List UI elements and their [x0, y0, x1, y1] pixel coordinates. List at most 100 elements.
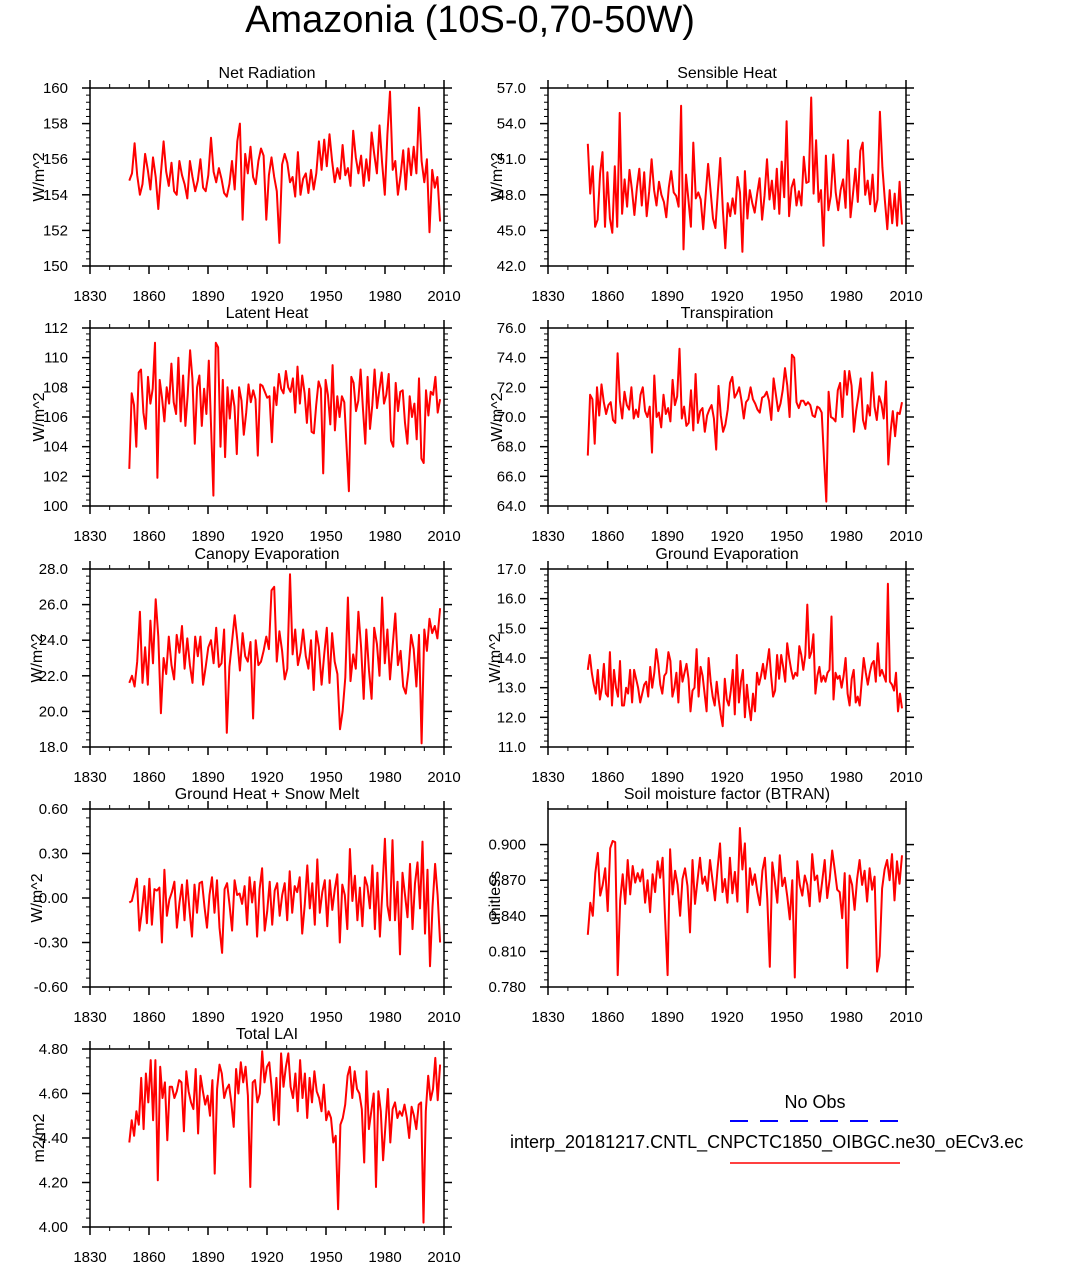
y-axis-label: W/m^2	[29, 633, 46, 682]
x-tick-label: 1920	[250, 769, 283, 786]
x-tick-label: 1860	[132, 769, 165, 786]
y-tick-label: 45.0	[497, 222, 526, 239]
x-tick-label: 1830	[73, 769, 106, 786]
y-tick-label: 17.0	[497, 561, 526, 578]
series-line	[586, 347, 903, 503]
x-tick-label: 1830	[73, 528, 106, 545]
x-tick-label: 1980	[368, 1249, 401, 1262]
y-tick-label: 18.0	[39, 739, 68, 756]
chart-panel: 1830 1860 1890 1920 1950 1980 2010 150 152 154 156…	[31, 65, 461, 305]
y-tick-label: 54.0	[497, 116, 526, 133]
y-tick-label: 14.0	[497, 650, 526, 667]
y-tick-label: -0.30	[34, 935, 68, 952]
y-tick-label: 0.30	[39, 846, 68, 863]
chart-panel: 1830 1860 1890 1920 1950 1980 2010 42.0 45.0 48.0…	[489, 65, 923, 305]
x-tick-label: 1830	[531, 1009, 564, 1026]
plot-frame	[547, 87, 907, 267]
y-tick-label: 102	[43, 468, 68, 485]
panel-title: Net Radiation	[219, 65, 316, 82]
x-tick-label: 1980	[830, 528, 863, 545]
y-axis-label: W/m^2	[31, 152, 48, 201]
y-tick-label: 152	[43, 222, 68, 239]
x-tick-label: 1950	[770, 288, 803, 305]
chart-panel: 1830 1860 1890 1920 1950 1980 2010 100 102 104 106…	[31, 305, 461, 545]
y-tick-label: 24.0	[39, 632, 68, 649]
x-tick-label: 1920	[710, 288, 743, 305]
x-tick-label: 2010	[427, 769, 460, 786]
y-tick-label: 4.40	[39, 1130, 68, 1147]
y-tick-label: 158	[43, 116, 68, 133]
series-line	[586, 582, 903, 728]
x-tick-label: 1920	[250, 1009, 283, 1026]
y-tick-label: 12.0	[497, 709, 526, 726]
x-tick-label: 1950	[770, 528, 803, 545]
x-tick-label: 1980	[830, 288, 863, 305]
x-tick-label: 1890	[191, 288, 224, 305]
x-tick-label: 2010	[427, 1249, 460, 1262]
y-tick-label: 48.0	[497, 187, 526, 204]
x-tick-label: 1950	[770, 1009, 803, 1026]
y-axis-label: m2/m2	[31, 1113, 48, 1162]
chart-panel: 1830 1860 1890 1920 1950 1980 2010 0.780 0.810 0.…	[487, 786, 923, 1026]
x-tick-label: 1860	[132, 1009, 165, 1026]
series-line	[128, 837, 442, 968]
y-tick-label: 106	[43, 409, 68, 426]
x-tick-label: 1830	[531, 769, 564, 786]
panel-title: Total LAI	[236, 1026, 298, 1043]
chart-panel: 1830 1860 1890 1920 1950 1980 2010 4.00 4.20 4.40…	[31, 1026, 461, 1262]
x-tick-label: 2010	[889, 769, 922, 786]
y-tick-label: 0.00	[39, 890, 68, 907]
y-tick-label: 68.0	[497, 439, 526, 456]
y-tick-label: 160	[43, 80, 68, 97]
figure-title: Amazonia (10S-0,70-50W)	[245, 0, 695, 41]
series-line	[128, 341, 442, 497]
y-tick-label: 108	[43, 379, 68, 396]
y-tick-label: 70.0	[497, 409, 526, 426]
y-tick-label: 15.0	[497, 620, 526, 637]
x-tick-label: 1980	[368, 769, 401, 786]
x-tick-label: 1920	[710, 769, 743, 786]
panel-title: Soil moisture factor (BTRAN)	[624, 786, 830, 803]
y-tick-label: 76.0	[497, 320, 526, 337]
x-tick-label: 1890	[651, 528, 684, 545]
y-tick-label: 42.0	[497, 258, 526, 275]
y-tick-label: 20.0	[39, 703, 68, 720]
x-tick-label: 1980	[368, 528, 401, 545]
series-line	[586, 827, 903, 979]
x-tick-label: 1830	[73, 288, 106, 305]
x-tick-label: 1950	[770, 769, 803, 786]
legend-model-label: interp_20181217.CNTL_CNPCTC1850_OIBGC.ne…	[510, 1132, 1024, 1152]
y-tick-label: 4.80	[39, 1041, 68, 1058]
x-tick-label: 1890	[651, 769, 684, 786]
chart-panel: 1830 1860 1890 1920 1950 1980 2010 -0.60 -0.30 0.…	[29, 786, 461, 1026]
x-tick-label: 1950	[309, 288, 342, 305]
y-tick-label: 0.840	[488, 908, 526, 925]
chart-panel: 1830 1860 1890 1920 1950 1980 2010 64.0 66.0 68.0…	[489, 305, 923, 545]
x-tick-label: 1980	[368, 288, 401, 305]
y-tick-label: 57.0	[497, 80, 526, 97]
y-tick-label: 154	[43, 187, 68, 204]
x-tick-label: 1950	[309, 1249, 342, 1262]
series-line	[586, 96, 903, 253]
y-tick-label: 4.00	[39, 1219, 68, 1236]
chart-panel: 1830 1860 1890 1920 1950 1980 2010 18.0 20.0 22.0…	[29, 546, 461, 786]
panel-title: Ground Evaporation	[655, 546, 798, 563]
y-axis-label: unitless	[487, 871, 504, 925]
panel-title: Sensible Heat	[677, 65, 777, 82]
x-tick-label: 1860	[591, 528, 624, 545]
x-tick-label: 1830	[531, 288, 564, 305]
x-tick-label: 1920	[710, 1009, 743, 1026]
x-tick-label: 1950	[309, 528, 342, 545]
y-tick-label: 110	[44, 350, 68, 367]
x-tick-label: 1890	[191, 528, 224, 545]
y-tick-label: 0.810	[488, 943, 526, 960]
x-tick-label: 1830	[73, 1009, 106, 1026]
plot-frame	[547, 568, 907, 748]
y-tick-label: 4.60	[39, 1086, 68, 1103]
series-line	[128, 1050, 442, 1224]
y-tick-label: 0.780	[488, 979, 526, 996]
y-tick-label: 100	[43, 498, 68, 515]
x-tick-label: 1920	[250, 288, 283, 305]
y-tick-label: 104	[43, 439, 68, 456]
y-tick-label: 64.0	[497, 498, 526, 515]
